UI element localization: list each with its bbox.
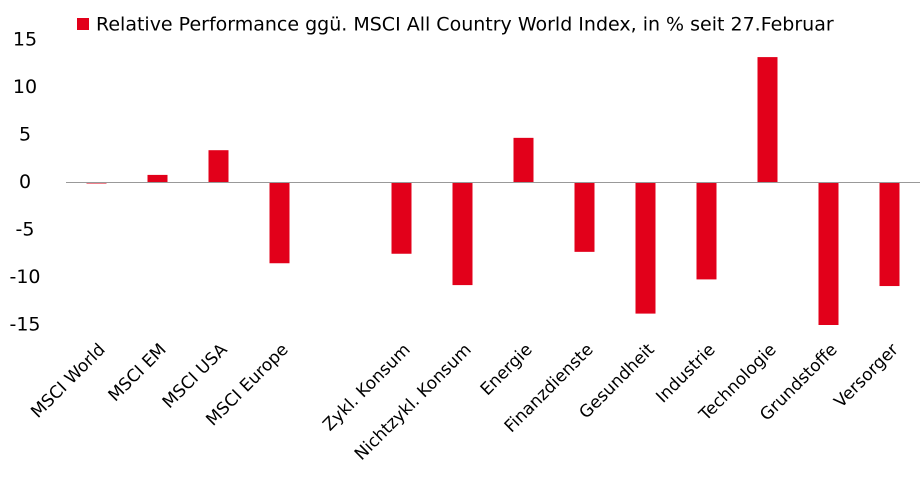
y-tick-label: 0 [19,171,31,193]
bar [452,182,473,286]
bar [513,137,534,183]
bar [147,174,168,183]
y-tick-label: 10 [13,76,37,98]
legend-label: Relative Performance ggü. MSCI All Count… [96,14,834,36]
legend-swatch [77,18,89,30]
bar [757,57,778,183]
bar [574,182,595,252]
bar [208,150,229,183]
x-tick-label: MSCI World [27,340,109,422]
y-tick-label: 5 [19,124,31,146]
x-tick-label: Versorger [830,340,902,412]
bar [391,182,412,254]
x-tick-label: Energie [477,340,537,400]
bar [635,182,656,314]
y-tick-label: 15 [13,29,37,51]
bar [696,182,717,280]
y-tick-label: -15 [9,314,40,336]
bar [818,182,839,325]
bar [879,182,900,287]
x-tick-label: Nichtzykl. Konsum [351,340,476,465]
y-tick-label: -10 [9,266,40,288]
bar [269,182,290,264]
y-tick-label: -5 [16,219,35,241]
